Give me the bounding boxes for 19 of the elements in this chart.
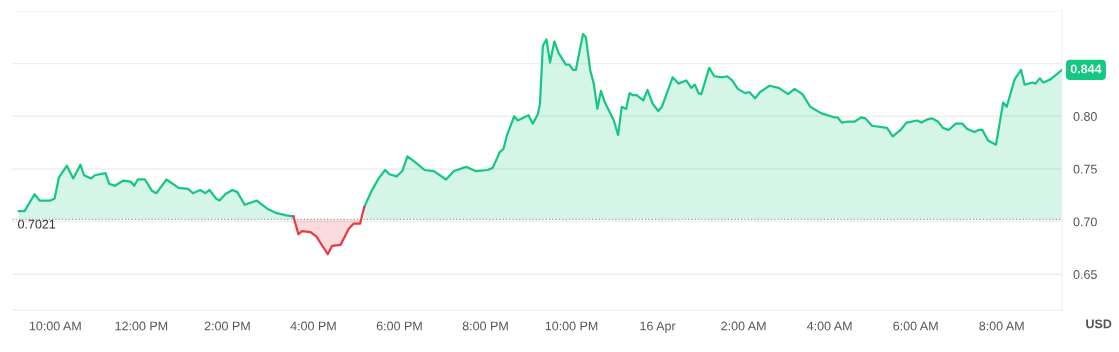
x-tick-label: 6:00 AM: [893, 321, 938, 331]
x-tick-label: 12:00 PM: [115, 321, 168, 331]
y-tick-label: 0.70: [1073, 217, 1097, 227]
x-tick-label: 4:00 PM: [290, 321, 336, 331]
x-tick-label: 8:00 PM: [462, 321, 508, 331]
x-tick-label: 10:00 AM: [29, 321, 81, 331]
ref-line-label: 0.7021: [18, 219, 56, 229]
y-tick-label: 0.80: [1073, 112, 1097, 121]
y-tick-label: 0.75: [1073, 164, 1097, 174]
x-tick-label: 8:00 AM: [979, 321, 1024, 331]
y-tick-label: 0.65: [1073, 270, 1097, 279]
x-tick-label: 2:00 PM: [204, 321, 250, 331]
x-tick-label: 10:00 PM: [545, 321, 598, 331]
x-tick-label: 6:00 PM: [376, 321, 422, 331]
annotation: 0.844: [1070, 64, 1102, 74]
y-axis-title: USD: [1086, 319, 1112, 329]
x-tick-label: 16 Apr: [640, 321, 676, 333]
x-tick-label: 4:00 AM: [806, 321, 852, 331]
x-tick-label: 2:00 AM: [721, 321, 766, 331]
